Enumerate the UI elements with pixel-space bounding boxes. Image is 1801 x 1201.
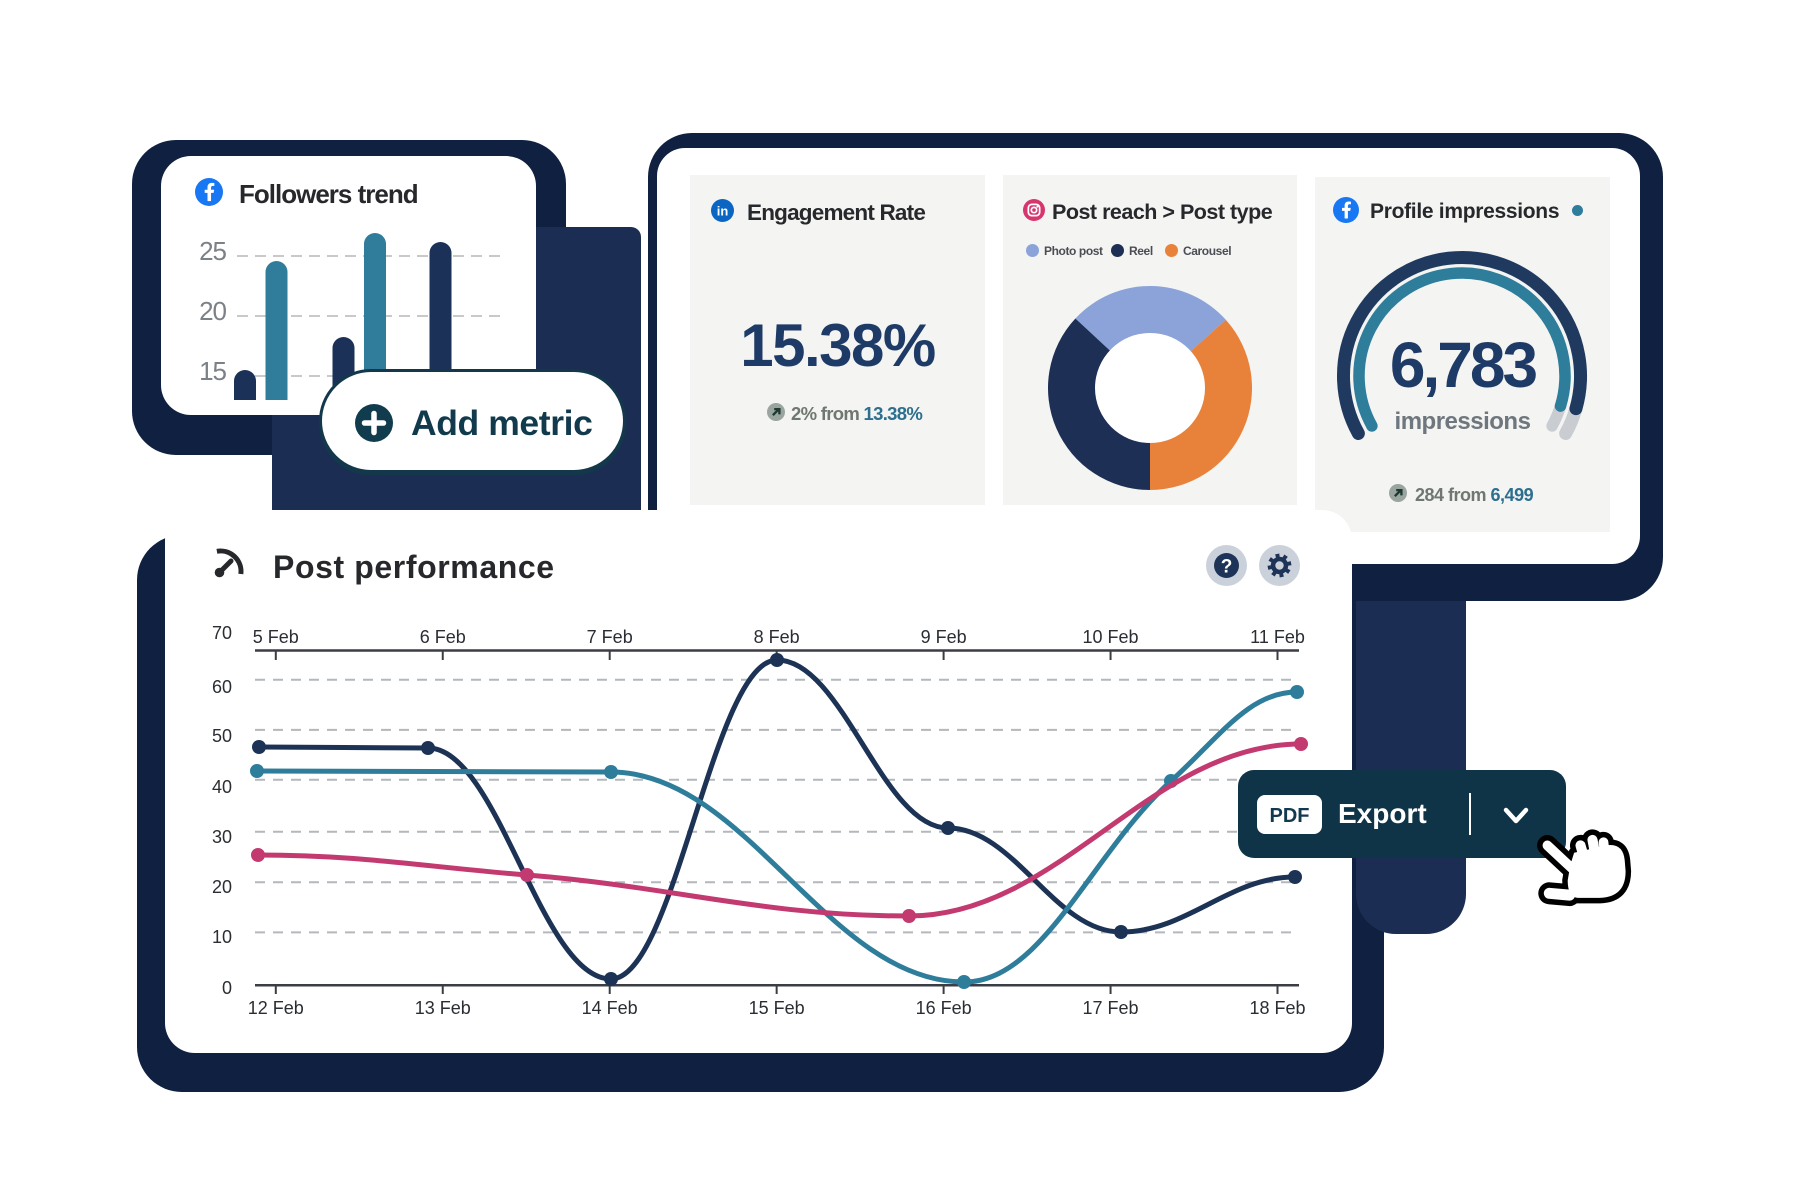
svg-text:?: ? xyxy=(1221,557,1233,578)
svg-text:in: in xyxy=(717,203,729,218)
